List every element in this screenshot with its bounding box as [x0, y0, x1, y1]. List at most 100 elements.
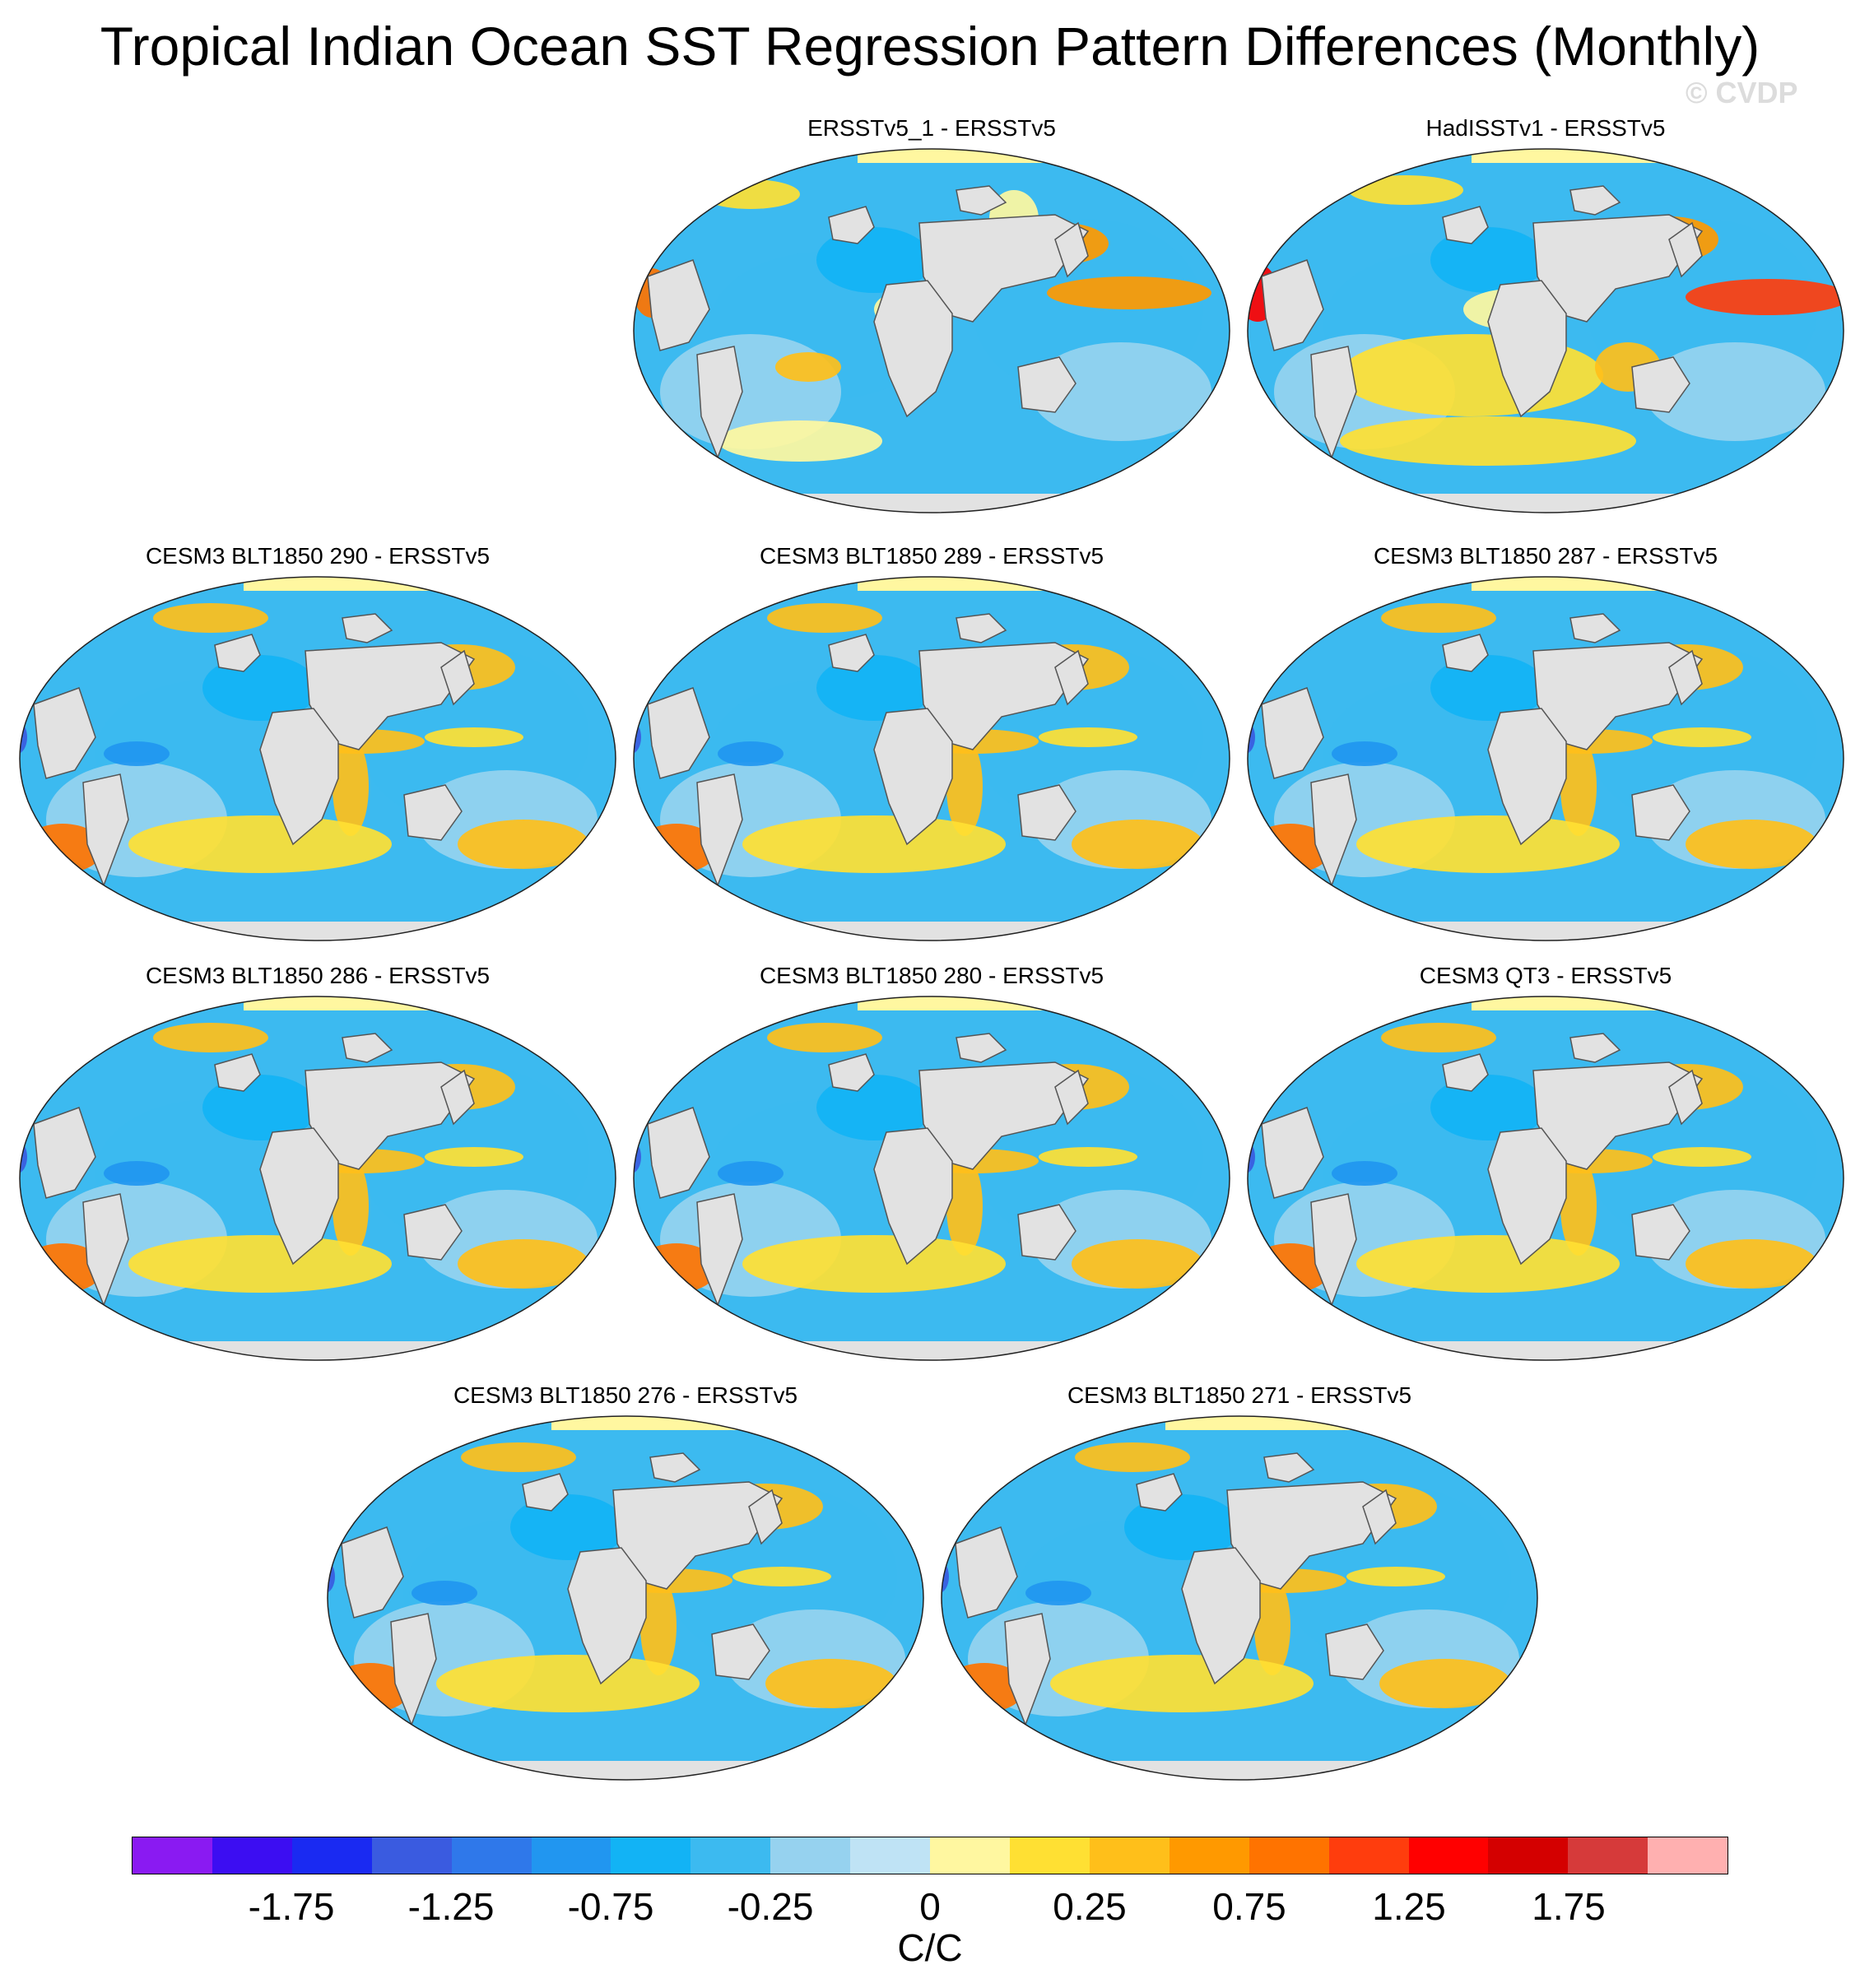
arctic-region [1472, 996, 1669, 1010]
sst-anomaly-contour [332, 1157, 369, 1256]
sst-anomaly-contour [742, 1235, 1006, 1293]
sst-anomaly-contour [461, 1442, 576, 1472]
land-mask [1442, 206, 1489, 244]
watermark: © CVDP [1686, 76, 1798, 109]
sst-anomaly-contour [1072, 1239, 1203, 1289]
sst-anomaly-contour [412, 1581, 477, 1605]
land-mask [696, 773, 743, 888]
land-mask [82, 773, 129, 888]
colorbar-tick-label: -1.25 [407, 1885, 495, 1928]
land-mask [1668, 1069, 1703, 1126]
colorbar-swatch [531, 1837, 611, 1874]
map-panel: CESM3 BLT1850 287 - ERSSTv5 [1241, 543, 1850, 946]
panel-title: CESM3 BLT1850 280 - ERSSTv5 [759, 963, 1104, 988]
panel-title: ERSSTv5_1 - ERSSTv5 [807, 115, 1056, 141]
arctic-region [858, 996, 1055, 1010]
sst-anomaly-contour [128, 815, 392, 873]
map-border [633, 148, 1230, 513]
sst-anomaly-contour [1356, 1235, 1620, 1293]
page-title: Tropical Indian Ocean SST Regression Pat… [100, 16, 1760, 77]
colorbar-tick-label: 1.75 [1532, 1885, 1606, 1928]
robinson-map [633, 148, 1230, 513]
map-panel: CESM3 BLT1850 280 - ERSSTv5 [627, 963, 1236, 1366]
map-panel: CESM3 BLT1850 286 - ERSSTv5 [13, 963, 622, 1366]
sst-anomaly-contour [1644, 342, 1825, 441]
land-mask [956, 185, 1007, 216]
colorbar-tick-label: -0.25 [727, 1885, 814, 1928]
land-mask [1487, 708, 1567, 846]
sst-anomaly-contour [1075, 1442, 1190, 1472]
arctic-region [1165, 1416, 1363, 1430]
sst-anomaly-contour [718, 741, 784, 766]
land-mask [1004, 1613, 1051, 1727]
panel-title: CESM3 BLT1850 287 - ERSSTv5 [1373, 543, 1718, 569]
colorbar-swatch [930, 1837, 1010, 1874]
sst-anomaly-contour [128, 1235, 392, 1293]
sst-anomaly-contour [104, 741, 170, 766]
land-mask [259, 1127, 339, 1266]
robinson-map [1247, 996, 1844, 1361]
colorbar-swatch [611, 1837, 691, 1874]
land-mask [214, 1053, 261, 1092]
land-mask [1325, 1623, 1384, 1680]
panel-title: CESM3 BLT1850 289 - ERSSTv5 [759, 543, 1104, 569]
sst-anomaly-contour [1686, 1239, 1817, 1289]
map-border [941, 1415, 1538, 1781]
sst-anomaly-contour [1379, 1659, 1511, 1708]
panel-title: CESM3 BLT1850 271 - ERSSTv5 [1067, 1382, 1412, 1408]
sst-anomaly-contour [1072, 820, 1203, 869]
sst-anomaly-contour [458, 1239, 589, 1289]
robinson-map [1247, 148, 1844, 513]
sst-anomaly-contour [425, 727, 523, 747]
land-mask [1017, 784, 1076, 841]
land-mask [1668, 221, 1703, 278]
land-mask [748, 1489, 783, 1545]
land-mask [1263, 1452, 1315, 1483]
colorbar-swatch [1568, 1837, 1648, 1874]
land-mask [259, 708, 339, 846]
robinson-map [941, 1415, 1538, 1781]
panel-title: CESM3 BLT1850 286 - ERSSTv5 [145, 963, 491, 988]
land-mask [711, 1623, 770, 1680]
sst-anomaly-contour [1560, 737, 1597, 836]
land-mask [1017, 1204, 1076, 1261]
land-mask [649, 1452, 701, 1483]
colorbar-swatch [451, 1837, 532, 1874]
land-mask [647, 1107, 710, 1199]
panel-title: HadISSTv1 - ERSSTv5 [1425, 115, 1666, 141]
sst-anomaly-contour [742, 815, 1006, 873]
robinson-map [633, 576, 1230, 941]
land-mask [1054, 649, 1089, 706]
map-border [19, 996, 616, 1361]
colorbar-swatch [1169, 1837, 1249, 1874]
map-border [1247, 148, 1844, 513]
colorbar-swatch [850, 1837, 931, 1874]
map-border [19, 576, 616, 941]
sst-anomaly-contour [1340, 416, 1636, 466]
arctic-region [244, 996, 441, 1010]
sst-anomaly-contour [1653, 1147, 1751, 1167]
land-mask [956, 613, 1007, 643]
sst-anomaly-contour [816, 1075, 932, 1140]
sst-anomaly-contour [104, 1161, 170, 1186]
sst-anomaly-contour [1332, 741, 1397, 766]
antarctica [1248, 1341, 1844, 1360]
antarctica [20, 1341, 616, 1360]
colorbar-swatch [691, 1837, 771, 1874]
robinson-map [19, 576, 616, 941]
sst-anomaly-contour [510, 1494, 625, 1560]
land-mask [647, 259, 710, 351]
sst-anomaly-contour [1560, 1157, 1597, 1256]
colorbar-swatch [371, 1837, 452, 1874]
land-mask [1487, 1127, 1567, 1266]
land-mask [1442, 634, 1489, 672]
colorbar-swatch [770, 1837, 851, 1874]
arctic-region [858, 577, 1055, 591]
land-mask [522, 1473, 569, 1512]
sst-anomaly-contour [701, 179, 800, 209]
antarctica [942, 1761, 1537, 1780]
land-mask [390, 1613, 437, 1727]
land-mask [341, 1526, 404, 1619]
land-mask [873, 280, 953, 418]
sst-anomaly-contour [946, 1157, 983, 1256]
